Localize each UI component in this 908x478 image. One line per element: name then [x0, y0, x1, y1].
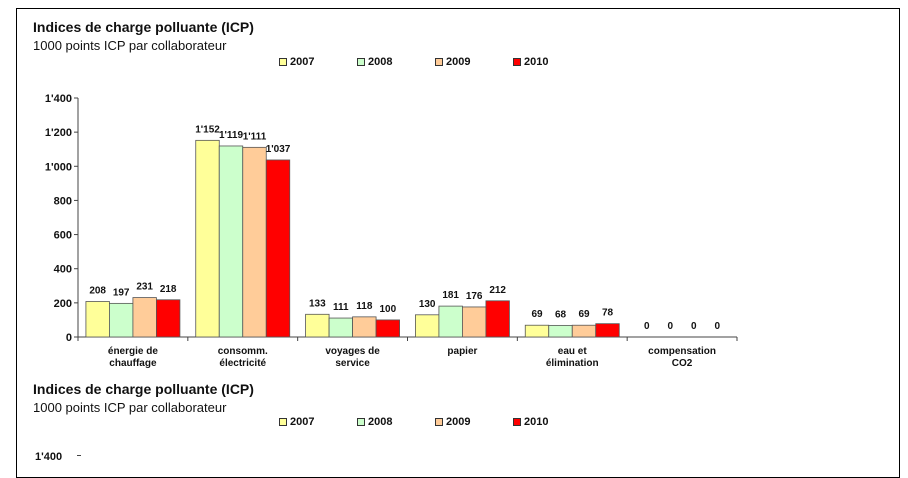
y-tick-label: 1'400	[45, 93, 72, 105]
legend-item-2009: 2009	[435, 416, 513, 428]
data-label: 111	[333, 302, 349, 313]
y-tick-label: 200	[54, 298, 72, 310]
data-label: 208	[89, 285, 106, 296]
data-label: 69	[578, 309, 590, 320]
bar-2010	[375, 319, 400, 338]
x-tick-label: eau et	[558, 346, 588, 357]
chart-legend: 2007 2008 2009 2010	[279, 56, 591, 68]
legend-label: 2007	[290, 56, 315, 68]
bar-2007	[305, 313, 330, 338]
bar-2010	[265, 159, 291, 338]
bar-2009	[462, 306, 487, 338]
bar-2009	[242, 146, 267, 338]
legend-item-2007: 2007	[279, 56, 357, 68]
bar-2009	[571, 324, 597, 338]
data-label: 0	[715, 321, 721, 332]
x-tick-label: papier	[447, 346, 477, 357]
y-tick-label: 0	[66, 332, 72, 344]
legend-swatch	[357, 418, 365, 426]
legend-swatch	[279, 58, 287, 66]
data-label: 1'152	[195, 124, 220, 135]
legend-item-2010: 2010	[513, 416, 591, 428]
y-tick-label: 800	[54, 195, 72, 207]
data-label: 133	[309, 298, 326, 309]
data-label: 130	[419, 299, 436, 310]
bar-2010	[595, 323, 620, 338]
x-tick-label: électricité	[219, 358, 266, 369]
bar-2007	[524, 324, 550, 338]
bar-2009	[132, 297, 157, 338]
legend-label: 2008	[368, 56, 393, 68]
x-tick-label: compensation	[648, 346, 716, 357]
chart-frame: Indices de charge polluante (ICP) 1000 p…	[16, 8, 900, 478]
bar-2007	[85, 301, 110, 338]
legend-label: 2009	[446, 416, 471, 428]
x-tick-label: service	[335, 358, 370, 369]
legend-swatch	[513, 418, 521, 426]
legend-label: 2009	[446, 56, 471, 68]
bar-2008	[218, 145, 244, 338]
legend-label: 2010	[524, 416, 549, 428]
legend-label: 2010	[524, 56, 549, 68]
x-tick-label: chauffage	[109, 358, 157, 369]
data-label: 78	[602, 308, 614, 319]
bar-chart: 0 200 400 600 800 1'000 1'200 1'400 208 197 231 218…	[45, 93, 738, 369]
legend-item-2008: 2008	[357, 416, 435, 428]
legend-item-2009: 2009	[435, 56, 513, 68]
legend-item-2007: 2007	[279, 416, 357, 428]
data-label: 0	[644, 321, 650, 332]
data-label: 0	[691, 321, 697, 332]
bar-2007	[195, 139, 220, 338]
data-label: 176	[466, 291, 483, 302]
data-label: 68	[555, 309, 567, 320]
chart-title: Indices de charge polluante (ICP)	[33, 19, 254, 35]
legend-item-2008: 2008	[357, 56, 435, 68]
data-label: 231	[136, 282, 153, 293]
legend-swatch	[279, 418, 287, 426]
legend-swatch	[513, 58, 521, 66]
data-label: 1'119	[219, 130, 244, 141]
bar-2009	[352, 316, 377, 338]
legend-swatch	[435, 58, 443, 66]
chart-subtitle: 1000 points ICP par collaborateur	[33, 38, 227, 53]
legend-label: 2008	[368, 416, 393, 428]
bar-2007	[415, 314, 440, 338]
data-label: 218	[160, 284, 177, 295]
second-chart-y-axis	[77, 455, 81, 456]
data-label: 1'111	[243, 131, 267, 142]
bar-2008	[438, 305, 463, 338]
y-tick-label: 400	[54, 264, 72, 276]
second-chart-legend: 2007 2008 2009 2010	[279, 416, 591, 428]
bar-2008	[328, 317, 353, 338]
data-label: 100	[379, 304, 396, 315]
second-chart-subtitle: 1000 points ICP par collaborateur	[33, 400, 227, 415]
x-tick-label: énergie de	[108, 346, 158, 357]
legend-item-2010: 2010	[513, 56, 591, 68]
x-tick-label: consomm.	[218, 346, 268, 357]
data-label: 1'037	[266, 144, 291, 155]
second-chart-ytick-label: 1'400	[35, 451, 63, 463]
x-tick-label: élimination	[546, 358, 599, 369]
data-label: 197	[113, 287, 130, 298]
data-label: 69	[531, 309, 543, 320]
x-tick-label: voyages de	[325, 346, 380, 357]
legend-swatch	[435, 418, 443, 426]
legend-swatch	[357, 58, 365, 66]
x-tick-label: CO2	[672, 358, 693, 369]
data-label: 0	[668, 321, 674, 332]
data-label: 181	[442, 290, 459, 301]
data-label: 118	[356, 301, 373, 312]
bar-2010	[156, 299, 181, 338]
bar-2008	[109, 302, 134, 338]
legend-label: 2007	[290, 416, 315, 428]
y-tick-label: 1'000	[45, 161, 72, 173]
data-label: 212	[489, 285, 506, 296]
y-tick-label: 1'200	[45, 127, 72, 139]
bar-2008	[548, 324, 573, 338]
y-tick-label: 600	[54, 230, 72, 242]
bar-2010	[485, 300, 510, 338]
second-chart-title: Indices de charge polluante (ICP)	[33, 381, 254, 397]
